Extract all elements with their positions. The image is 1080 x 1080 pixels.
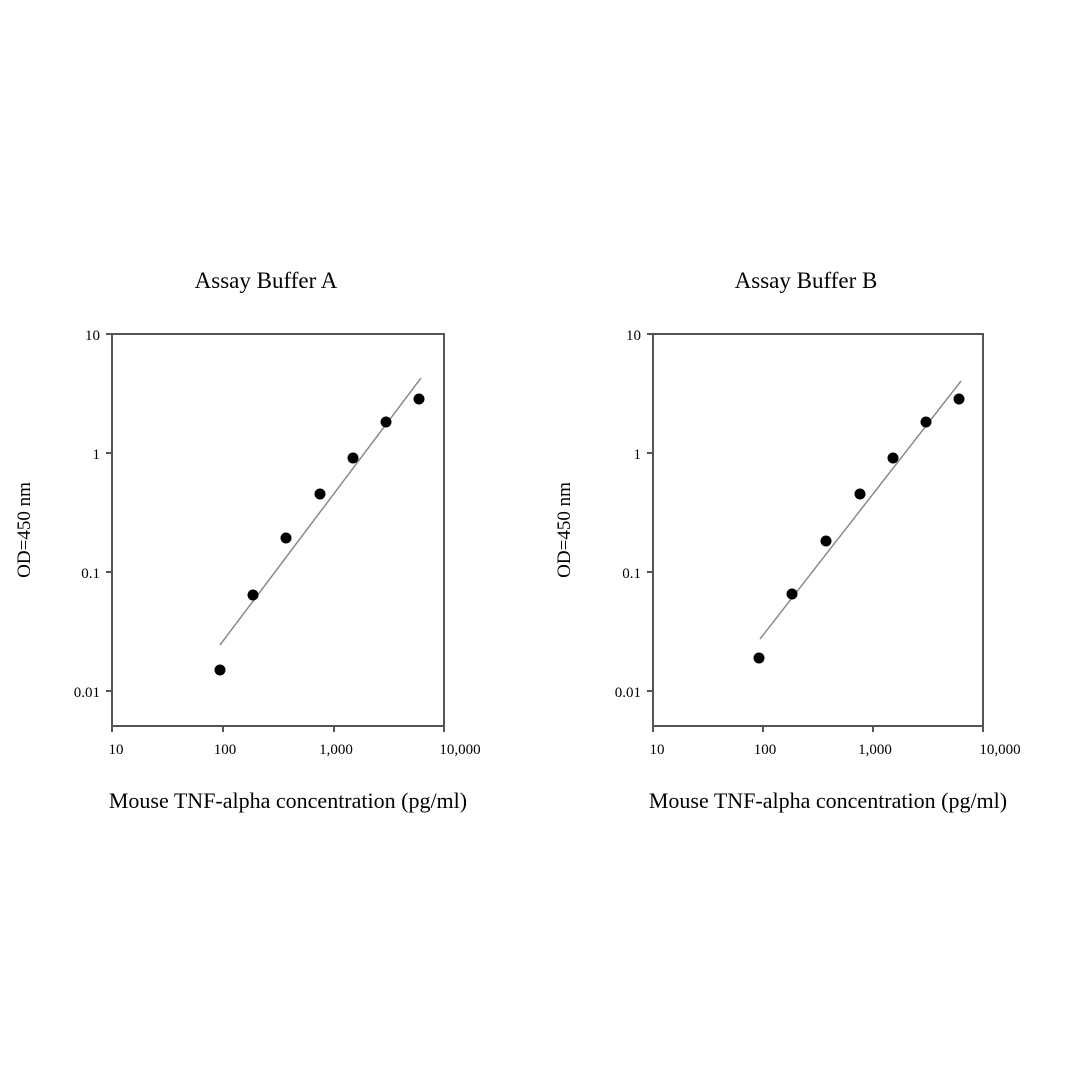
x-tick-labels: 10 100 1,000 10,000 [109, 742, 481, 758]
data-point [786, 588, 798, 600]
y-tick-labels: 10 1 0.1 0.01 [615, 328, 641, 701]
data-point [214, 664, 226, 676]
x-tick-label: 1,000 [319, 742, 353, 758]
chart-assay-buffer-a: Assay Buffer A 10 1 0.1 0.01 10 100 1,00… [14, 268, 481, 813]
data-point [380, 416, 392, 428]
y-tick-labels: 10 1 0.1 0.01 [74, 328, 100, 701]
y-ticks [647, 333, 653, 692]
data-point [920, 416, 932, 428]
data-point [347, 452, 359, 464]
data-point [247, 589, 259, 601]
y-tick-label: 1 [93, 447, 101, 463]
y-tick-label: 1 [634, 447, 642, 463]
x-ticks [652, 726, 984, 732]
y-ticks [106, 333, 112, 692]
chart-title: Assay Buffer A [195, 268, 338, 293]
data-point [280, 532, 292, 544]
y-tick-label: 0.01 [74, 685, 100, 701]
y-tick-label: 10 [85, 328, 100, 344]
x-tick-label: 10 [109, 742, 124, 758]
data-points [214, 393, 425, 676]
data-point [753, 652, 765, 664]
x-tick-label: 10,000 [979, 742, 1020, 758]
y-axis-label: OD=450 nm [14, 482, 35, 578]
y-axis-label: OD=450 nm [554, 482, 575, 578]
y-tick-label: 0.01 [615, 685, 641, 701]
x-ticks [111, 726, 445, 732]
plot-frame [111, 333, 445, 727]
y-tick-label: 0.1 [622, 566, 641, 582]
y-tick-label: 0.1 [81, 566, 100, 582]
x-tick-label: 10 [650, 742, 665, 758]
x-axis-label: Mouse TNF-alpha concentration (pg/ml) [109, 788, 467, 813]
plot-frame [652, 333, 984, 727]
x-tick-label: 100 [754, 742, 777, 758]
data-point [887, 452, 899, 464]
data-point [314, 488, 326, 500]
x-tick-label: 1,000 [858, 742, 892, 758]
x-tick-label: 100 [214, 742, 237, 758]
data-point [953, 393, 965, 405]
data-points [753, 393, 965, 664]
x-axis-label: Mouse TNF-alpha concentration (pg/ml) [649, 788, 1007, 813]
fit-line [219, 377, 422, 646]
data-point [820, 535, 832, 547]
x-tick-label: 10,000 [439, 742, 480, 758]
x-tick-labels: 10 100 1,000 10,000 [650, 742, 1021, 758]
data-point [854, 488, 866, 500]
data-point [413, 393, 425, 405]
y-tick-label: 10 [626, 328, 641, 344]
chart-title: Assay Buffer B [735, 268, 878, 293]
chart-assay-buffer-b: Assay Buffer B 10 1 0.1 0.01 10 100 1,00… [554, 268, 1021, 813]
